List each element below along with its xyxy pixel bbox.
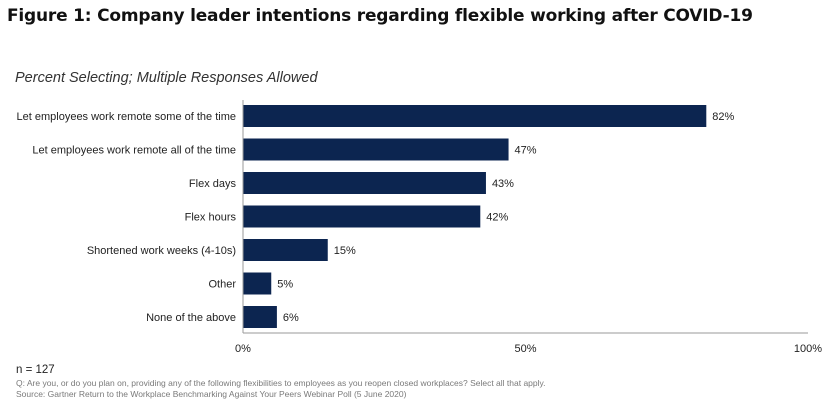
bar <box>243 306 277 328</box>
bar <box>243 239 328 261</box>
category-label: Flex hours <box>185 212 237 224</box>
data-label: 43% <box>492 178 514 190</box>
bar-chart: Let employees work remote some of the ti… <box>17 100 822 355</box>
category-label: Other <box>208 279 236 291</box>
data-label: 5% <box>277 279 293 291</box>
bar <box>243 105 707 127</box>
category-label: Let employees work remote all of the tim… <box>32 145 236 157</box>
category-label: None of the above <box>146 312 236 324</box>
x-tick-label: 100% <box>794 343 822 355</box>
data-label: 6% <box>283 312 299 324</box>
data-label: 47% <box>515 145 537 157</box>
survey-question-note: Q: Are you, or do you plan on, providing… <box>16 378 546 388</box>
sample-size-note: n = 127 <box>16 364 55 376</box>
chart-subtitle: Percent Selecting; Multiple Responses Al… <box>15 70 318 86</box>
data-label: 15% <box>334 245 356 257</box>
source-note: Source: Gartner Return to the Workplace … <box>16 389 407 399</box>
bar <box>243 272 272 295</box>
category-label: Shortened work weeks (4-10s) <box>87 245 236 257</box>
bar <box>243 138 509 161</box>
data-label: 82% <box>712 111 734 123</box>
x-tick-label: 0% <box>235 343 251 355</box>
category-label: Flex days <box>189 178 237 190</box>
x-tick-label: 50% <box>514 343 536 355</box>
data-label: 42% <box>486 212 508 224</box>
figure-title: Figure 1: Company leader intentions rega… <box>7 6 753 26</box>
bar <box>243 205 481 228</box>
bar <box>243 172 486 194</box>
category-label: Let employees work remote some of the ti… <box>17 111 236 123</box>
